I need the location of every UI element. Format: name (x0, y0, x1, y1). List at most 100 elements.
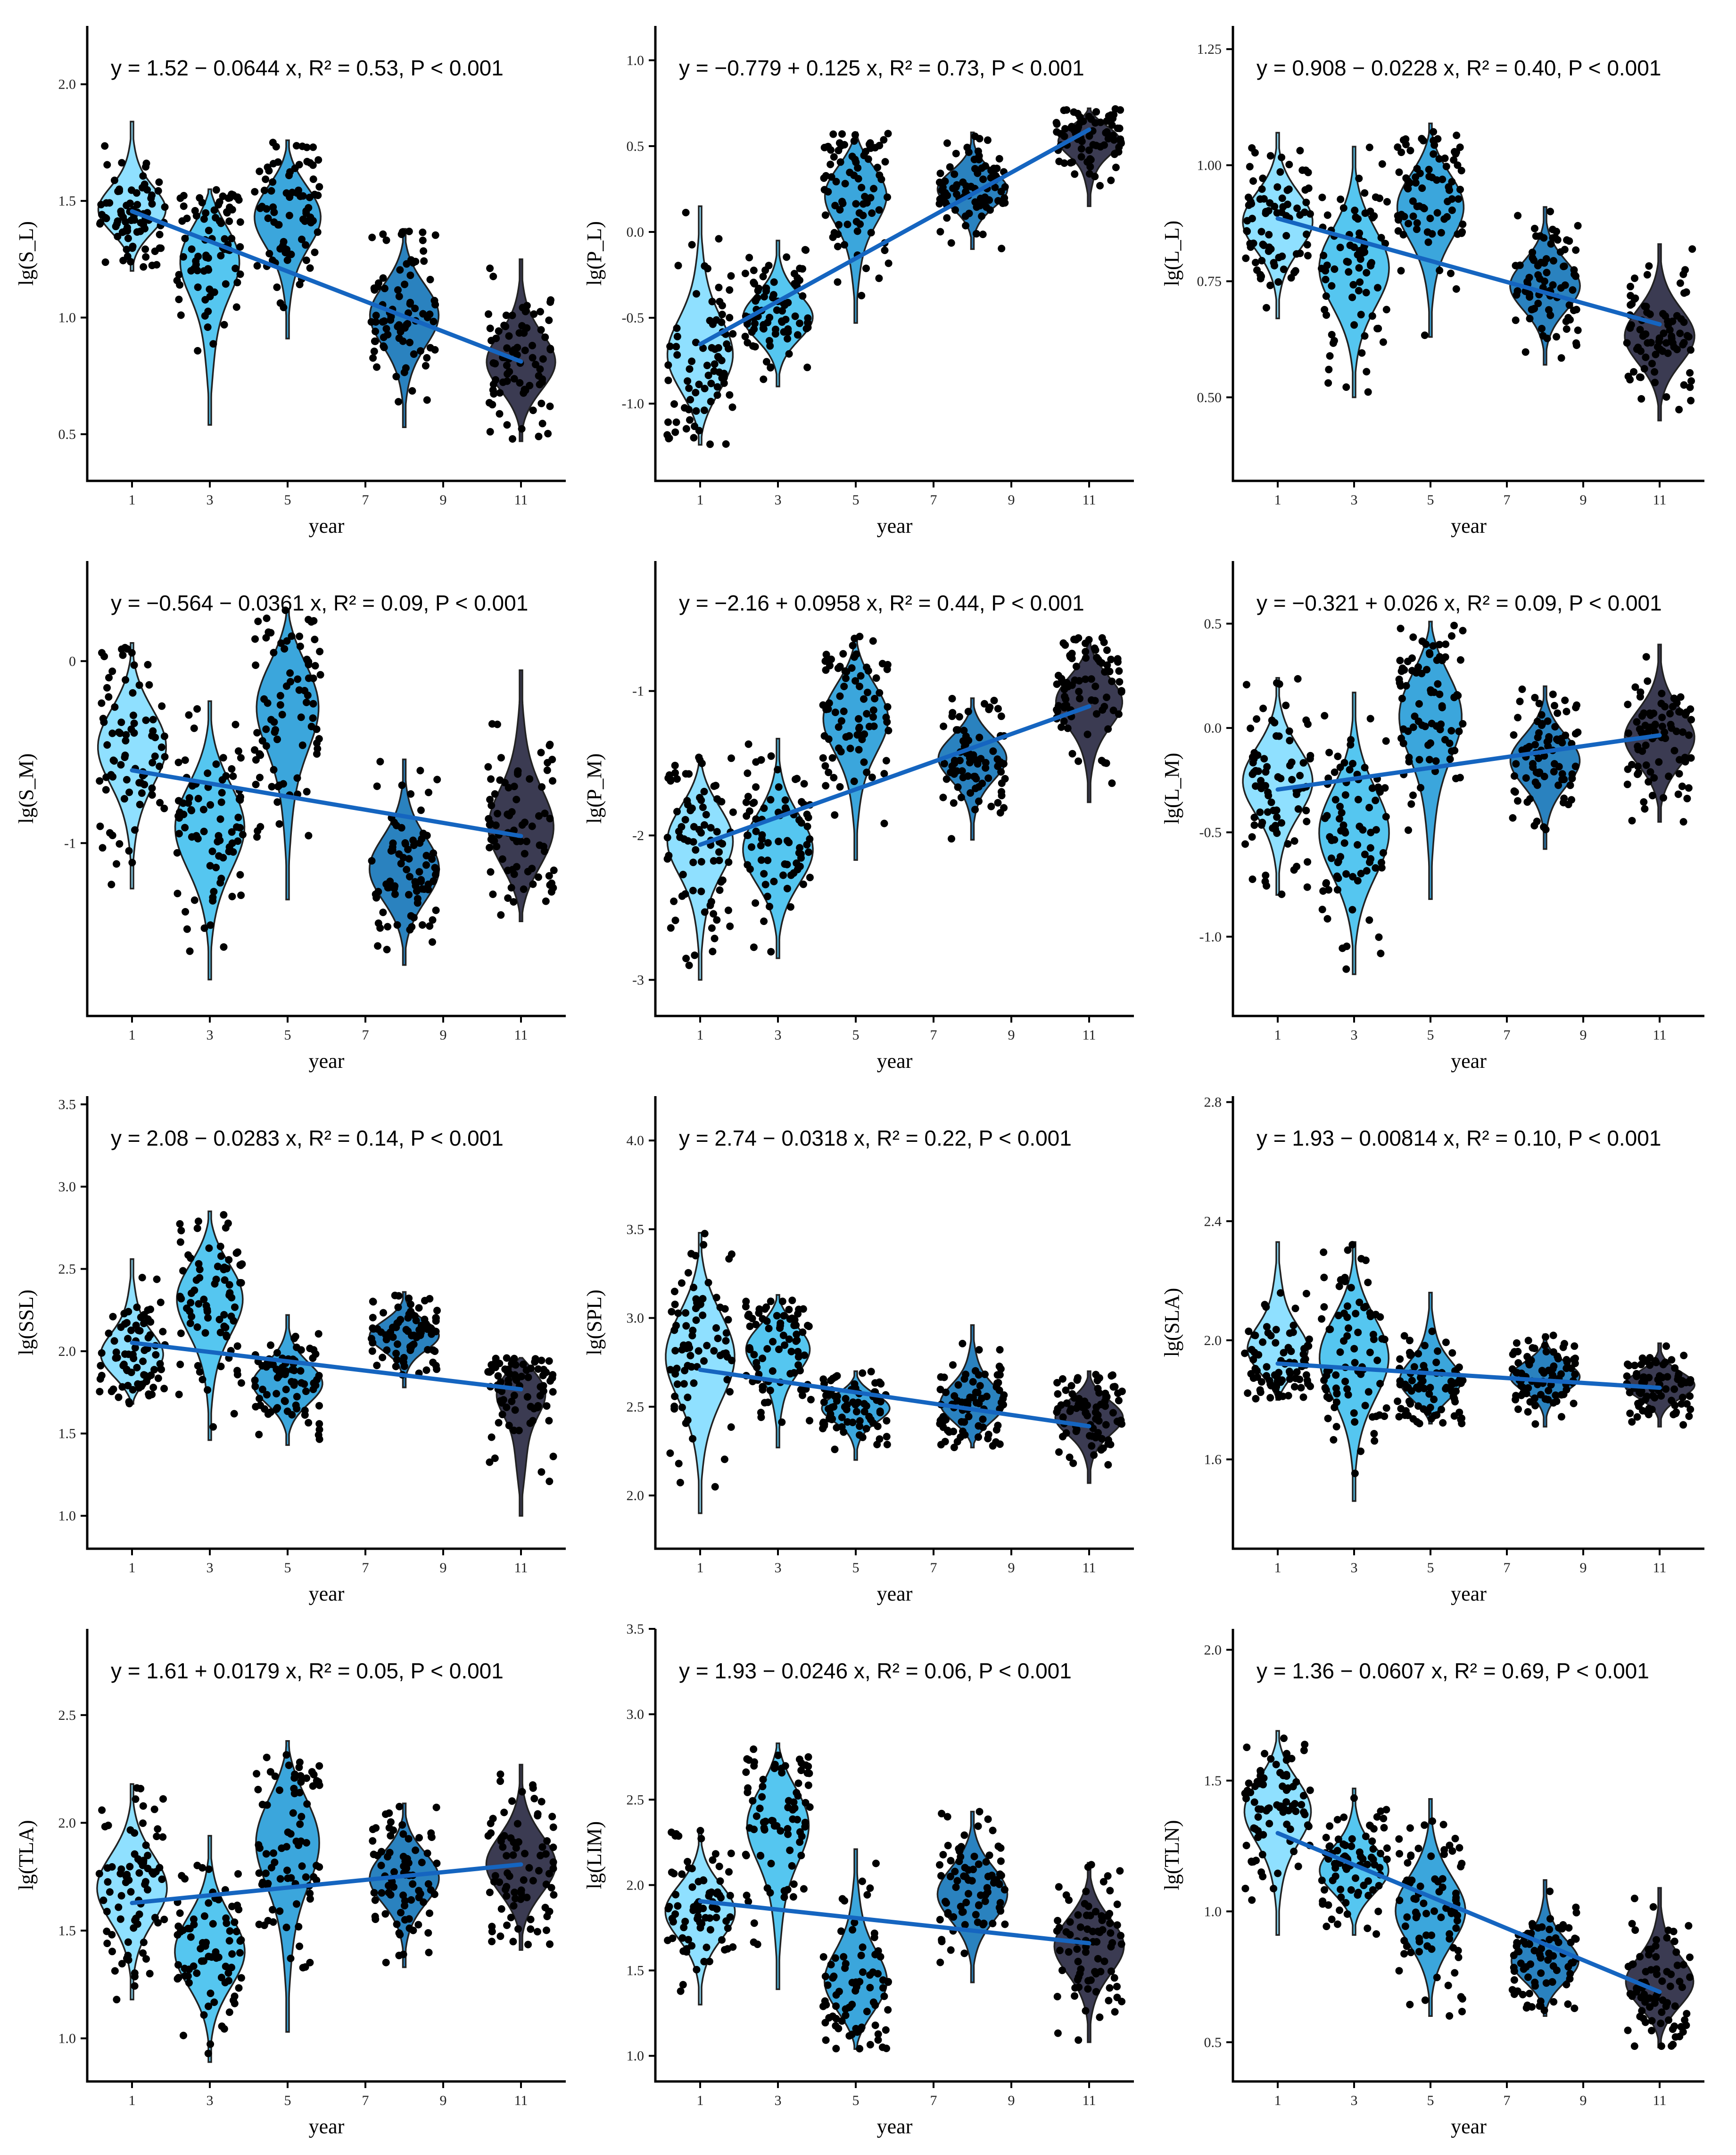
data-point (369, 1825, 377, 1833)
data-point (803, 823, 811, 830)
data-point (1263, 763, 1271, 771)
data-point (678, 1279, 686, 1287)
data-point (1651, 368, 1659, 376)
data-point (1342, 870, 1350, 878)
data-point (1397, 267, 1405, 275)
data-point (701, 1230, 709, 1238)
data-point (413, 895, 422, 903)
data-point (745, 254, 753, 262)
data-point (297, 1772, 305, 1780)
data-point (950, 799, 958, 807)
data-point (692, 388, 700, 396)
data-point (130, 1354, 138, 1362)
data-point (1542, 1333, 1549, 1341)
data-point (409, 1880, 417, 1888)
data-point (408, 923, 416, 931)
points-year-11 (1623, 653, 1695, 826)
data-point (151, 752, 159, 760)
data-point (1068, 750, 1076, 758)
data-point (512, 1844, 520, 1852)
data-point (820, 1420, 828, 1428)
data-point (791, 1316, 799, 1324)
data-point (382, 236, 390, 244)
data-point (186, 1319, 194, 1327)
data-point (377, 1328, 385, 1336)
data-point (832, 2022, 840, 2030)
data-point (509, 1851, 517, 1859)
points-year-3 (742, 1745, 814, 1949)
data-point (866, 1884, 874, 1892)
data-point (1428, 1327, 1436, 1335)
data-point (876, 1435, 884, 1443)
data-point (369, 1339, 377, 1347)
x-tick-label: 3 (1351, 1560, 1358, 1576)
data-point (678, 892, 686, 900)
data-point (428, 1833, 435, 1841)
data-point (276, 1875, 284, 1883)
data-point (1332, 1384, 1340, 1392)
data-point (390, 1868, 398, 1876)
data-point (108, 832, 116, 839)
data-point (1072, 1428, 1080, 1435)
data-point (488, 1433, 496, 1441)
data-point (1382, 737, 1390, 745)
data-point (1058, 723, 1065, 731)
data-point (1534, 271, 1542, 279)
data-point (860, 695, 868, 703)
data-point (521, 850, 529, 858)
data-point (1452, 1387, 1460, 1395)
data-point (1456, 656, 1464, 664)
data-point (825, 699, 833, 707)
data-point (293, 1393, 301, 1401)
data-point (1323, 211, 1331, 219)
data-point (222, 1963, 230, 1970)
data-point (726, 1891, 734, 1899)
data-point (936, 228, 944, 236)
data-point (114, 232, 122, 240)
data-point (672, 343, 680, 351)
data-point (863, 1891, 871, 1899)
data-point (1331, 265, 1339, 273)
data-point (767, 752, 775, 760)
data-point (799, 292, 807, 300)
data-point (1572, 341, 1580, 349)
data-point (849, 642, 857, 650)
data-point (1350, 321, 1358, 329)
data-point (1272, 822, 1280, 830)
violin-year-1 (1242, 132, 1314, 320)
data-point (1071, 1984, 1079, 1992)
data-point (1569, 286, 1577, 294)
data-point (715, 1862, 723, 1870)
data-point (207, 801, 215, 809)
data-point (537, 399, 546, 407)
data-point (784, 1830, 792, 1838)
x-tick-label: 9 (1008, 1027, 1015, 1043)
data-point (1293, 863, 1301, 870)
data-point (371, 1913, 379, 1921)
x-tick-label: 11 (1653, 1027, 1667, 1043)
data-point (1275, 732, 1283, 740)
data-point (1097, 118, 1105, 126)
data-point (968, 1877, 976, 1885)
data-point (786, 1846, 794, 1854)
data-point (707, 824, 715, 832)
data-point (1510, 787, 1518, 795)
data-point (394, 286, 402, 294)
data-point (303, 1800, 311, 1808)
data-point (278, 710, 286, 718)
data-point (1634, 762, 1642, 770)
data-point (256, 1401, 265, 1409)
data-point (1362, 1256, 1370, 1264)
data-point (501, 1365, 509, 1373)
data-point (955, 713, 963, 721)
data-point (855, 715, 862, 723)
data-point (726, 286, 734, 294)
data-point (1645, 262, 1653, 270)
data-point (688, 241, 696, 249)
data-point (144, 1865, 152, 1873)
data-point (198, 198, 206, 206)
data-point (372, 890, 380, 898)
data-point (1057, 1401, 1065, 1409)
